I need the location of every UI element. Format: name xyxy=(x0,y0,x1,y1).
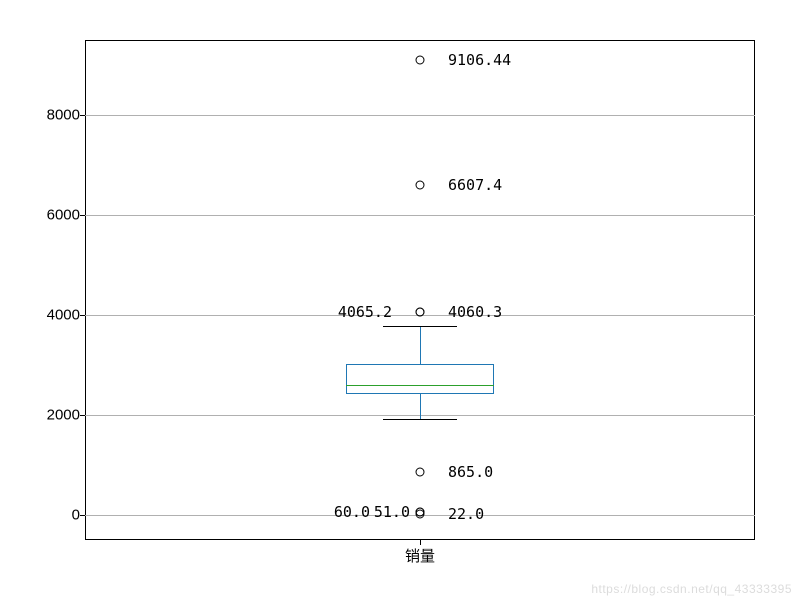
outlier-marker xyxy=(416,467,425,476)
outlier-label: 9106.44 xyxy=(448,51,511,69)
whisker-upper xyxy=(420,326,421,364)
outlier-marker xyxy=(416,180,425,189)
ytick-mark xyxy=(80,115,85,116)
ytick-label: 4000 xyxy=(20,307,80,324)
outlier-label: 22.0 xyxy=(448,505,484,523)
watermark: https://blog.csdn.net/qq_43333395 xyxy=(591,582,792,596)
outlier-label: 4065.2 xyxy=(338,303,392,321)
cap-lower xyxy=(383,419,457,420)
outlier-marker xyxy=(416,509,425,518)
ytick-mark xyxy=(80,415,85,416)
outlier-label: 51.0 xyxy=(374,503,410,521)
gridline xyxy=(85,215,755,216)
xtick-label: 销量 xyxy=(405,545,435,566)
ytick-mark xyxy=(80,515,85,516)
cap-upper xyxy=(383,326,457,327)
ytick-label: 8000 xyxy=(20,107,80,124)
plot-area: 9106.44 6607.4 4065.2 4060.3 865.0 60.051.0 22… xyxy=(85,40,755,540)
ytick-label: 6000 xyxy=(20,207,80,224)
ytick-mark xyxy=(80,315,85,316)
outlier-label: 60.0 xyxy=(334,503,370,521)
outlier-marker xyxy=(416,307,425,316)
whisker-lower xyxy=(420,394,421,419)
box xyxy=(346,364,493,394)
outlier-marker xyxy=(416,55,425,64)
ytick-label: 2000 xyxy=(20,407,80,424)
outlier-label: 6607.4 xyxy=(448,176,502,194)
median-line xyxy=(346,385,493,386)
outlier-label: 4060.3 xyxy=(448,303,502,321)
gridline xyxy=(85,115,755,116)
figure: 9106.44 6607.4 4065.2 4060.3 865.0 60.051.0 22… xyxy=(0,0,800,600)
ytick-mark xyxy=(80,215,85,216)
ytick-label: 0 xyxy=(20,507,80,524)
outlier-label: 865.0 xyxy=(448,463,493,481)
